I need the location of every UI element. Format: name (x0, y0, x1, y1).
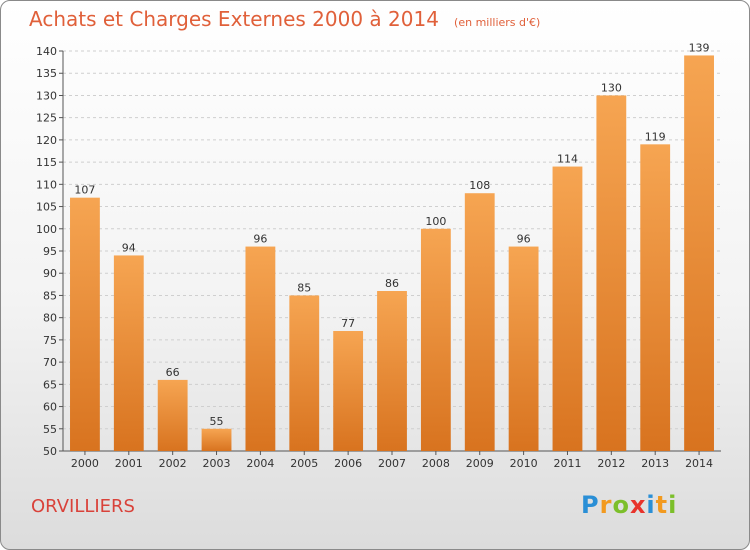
x-tick-label: 2008 (422, 457, 450, 470)
chart-subtitle: (en milliers d'€) (454, 16, 541, 29)
y-tick-label: 120 (36, 134, 57, 147)
bar-value-label: 100 (425, 215, 446, 228)
y-tick-label: 80 (43, 312, 57, 325)
y-tick-label: 125 (36, 112, 57, 125)
city-name: ORVILLIERS (31, 496, 135, 517)
bar (201, 428, 232, 451)
logo-letter: t (655, 491, 669, 519)
y-tick-label: 100 (36, 223, 57, 236)
x-tick-label: 2009 (466, 457, 494, 470)
x-tick-label: 2012 (597, 457, 625, 470)
y-tick-label: 65 (43, 378, 57, 391)
bar-value-label: 96 (253, 233, 267, 246)
bar (684, 55, 714, 451)
y-tick-label: 110 (36, 178, 57, 191)
bar (70, 197, 100, 451)
bar (464, 193, 495, 451)
x-tick-label: 2002 (159, 457, 187, 470)
y-tick-label: 105 (36, 201, 57, 214)
bars (70, 55, 714, 452)
bar-value-label: 55 (210, 415, 224, 428)
logo-letter: o (612, 491, 630, 519)
logo-letter: x (629, 491, 647, 519)
bar (377, 291, 407, 451)
y-tick-label: 60 (43, 401, 57, 414)
logo-letter: P (581, 491, 600, 519)
x-tick-label: 2003 (203, 457, 231, 470)
y-tick-label: 55 (43, 423, 57, 436)
bar-value-label: 94 (122, 241, 136, 254)
axes: 50 55 60 65 70 75 80 85 90 95 100 105 110 115 120 125 13… (36, 45, 721, 470)
bar-value-label: 86 (385, 277, 399, 290)
y-tick-label: 95 (43, 245, 57, 258)
y-tick-label: 130 (36, 89, 57, 102)
bar (113, 255, 144, 451)
x-tick-label: 2014 (685, 457, 713, 470)
bar (552, 166, 583, 452)
bar (420, 228, 451, 451)
bar (508, 246, 539, 451)
proxiti-logo[interactable]: Proxiti (581, 491, 677, 519)
bar-value-label: 114 (557, 153, 578, 166)
bar (245, 246, 276, 451)
bar (157, 379, 188, 451)
x-tick-label: 2006 (334, 457, 362, 470)
bar-value-label: 85 (297, 281, 311, 294)
bar (640, 144, 671, 452)
bar-value-label: 107 (74, 184, 95, 197)
y-tick-label: 50 (43, 445, 57, 458)
bar-value-label: 96 (517, 233, 531, 246)
x-tick-label: 2011 (553, 457, 581, 470)
bar-value-label: 119 (645, 130, 666, 143)
bar-value-label: 139 (689, 41, 710, 54)
y-tick-label: 140 (36, 45, 57, 58)
bar-value-label: 77 (341, 317, 355, 330)
bar (289, 295, 320, 451)
y-tick-label: 70 (43, 356, 57, 369)
y-tick-label: 90 (43, 267, 57, 280)
data-labels: 107 94 66 55 96 85 77 86 100 108 96 114 130 119 139 (74, 41, 709, 427)
bar-value-label: 130 (601, 81, 622, 94)
logo-letter: i (646, 491, 656, 519)
logo-letter: r (599, 491, 613, 519)
x-tick-label: 2001 (115, 457, 143, 470)
x-tick-label: 2005 (290, 457, 318, 470)
x-tick-label: 2000 (71, 457, 99, 470)
x-tick-label: 2010 (510, 457, 538, 470)
bar (333, 331, 364, 451)
y-tick-label: 85 (43, 289, 57, 302)
x-tick-label: 2004 (246, 457, 274, 470)
y-tick-label: 75 (43, 334, 57, 347)
title-row: Achats et Charges Externes 2000 à 2014 (… (29, 7, 540, 31)
bar-value-label: 66 (166, 366, 180, 379)
bar (596, 95, 627, 451)
bar-value-label: 108 (469, 179, 490, 192)
x-tick-label: 2013 (641, 457, 669, 470)
y-tick-label: 115 (36, 156, 57, 169)
chart-title: Achats et Charges Externes 2000 à 2014 (29, 7, 439, 31)
y-tick-label: 135 (36, 67, 57, 80)
logo-letter: i (668, 491, 678, 519)
x-tick-label: 2007 (378, 457, 406, 470)
